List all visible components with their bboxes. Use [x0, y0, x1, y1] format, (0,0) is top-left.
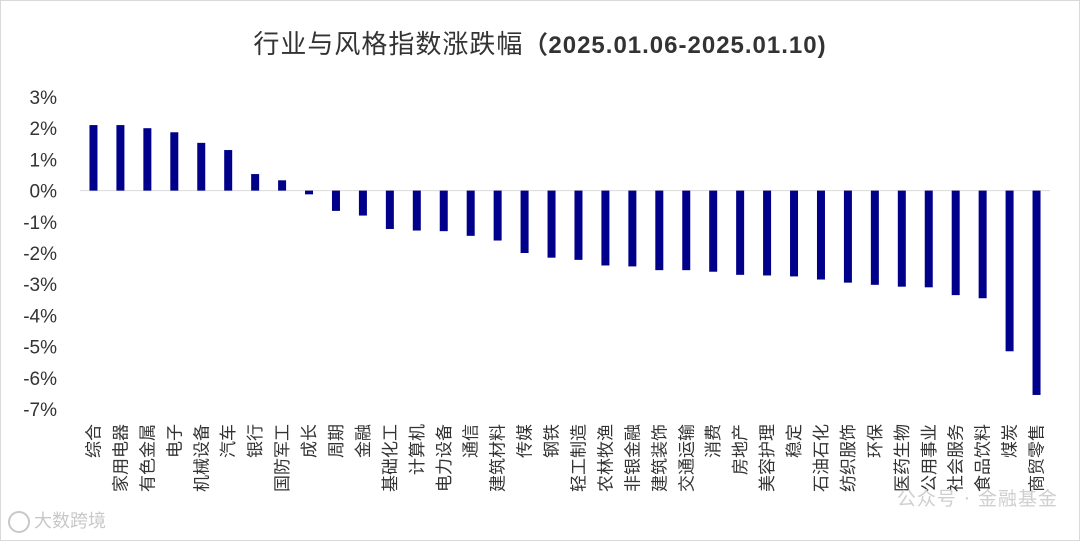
x-tick-label: 医药生物 [893, 424, 913, 492]
bar [763, 190, 772, 276]
bar [870, 190, 879, 285]
bar [1005, 190, 1014, 352]
y-tick-label: -2% [23, 244, 57, 265]
x-tick-label: 社会服务 [947, 424, 967, 492]
x-tick-label: 消费 [704, 424, 724, 458]
y-tick-label: -1% [23, 213, 57, 234]
chart-title: 行业与风格指数涨跌幅（2025.01.06-2025.01.10) [0, 24, 1080, 61]
x-tick-label: 美容护理 [758, 424, 778, 492]
x-tick-label: 稳定 [785, 424, 805, 458]
watermark-left: 大数跨境 [8, 507, 106, 533]
y-tick-label: 1% [30, 150, 58, 171]
watermark-left-text: 大数跨境 [34, 511, 106, 532]
x-tick-label: 非银金融 [623, 424, 643, 492]
x-tick-label: 钢铁 [543, 424, 563, 458]
x-tick-label: 计算机 [408, 424, 428, 475]
x-tick-label: 传媒 [516, 424, 536, 458]
bar [978, 190, 987, 299]
x-tick-label: 电子 [165, 424, 185, 458]
x-tick-label: 石油石化 [812, 424, 832, 492]
x-tick-label: 建筑装饰 [650, 424, 670, 492]
x-tick-label: 电力设备 [435, 424, 455, 492]
bar [385, 190, 394, 229]
y-tick-label: -7% [23, 400, 57, 421]
x-tick-label: 商贸零售 [1028, 424, 1048, 492]
x-tick-label: 家用电器 [111, 424, 131, 492]
y-tick-label: -6% [23, 369, 57, 390]
x-tick-label: 轻工制造 [569, 424, 589, 492]
bar [116, 125, 125, 191]
bar [170, 132, 179, 191]
x-tick-label: 有色金属 [138, 424, 158, 492]
bar [790, 190, 799, 277]
bar [709, 190, 718, 272]
bar [331, 190, 340, 211]
bar [843, 190, 852, 283]
x-tick-label: 建筑材料 [489, 424, 509, 492]
bar [412, 190, 421, 231]
bar [143, 128, 152, 191]
bar [601, 190, 610, 266]
y-tick-label: 3% [30, 88, 58, 109]
chart-title-text: 行业与风格指数涨跌幅 [253, 30, 524, 60]
bar [736, 190, 745, 275]
bar [924, 190, 933, 288]
x-tick-label: 公用事业 [920, 424, 940, 492]
chart-title-range: （2025.01.06-2025.01.10) [523, 32, 827, 59]
y-tick-label: -5% [23, 338, 57, 359]
x-tick-label: 机械设备 [192, 424, 212, 492]
x-tick-label: 纺织服饰 [839, 424, 859, 492]
y-tick-label: -3% [23, 275, 57, 296]
x-tick-label: 银行 [246, 424, 266, 458]
bar [547, 190, 556, 258]
bar [655, 190, 664, 271]
bar [278, 180, 287, 191]
bar [251, 174, 260, 191]
bar [816, 190, 825, 280]
bar [574, 190, 583, 260]
bar [682, 190, 691, 271]
x-tick-label: 成长 [300, 424, 320, 458]
x-tick-label: 周期 [327, 424, 347, 458]
bar [628, 190, 637, 267]
x-tick-label: 环保 [866, 424, 886, 458]
x-tick-label: 基础化工 [381, 424, 401, 492]
bar [466, 190, 475, 236]
bar [951, 190, 960, 296]
bar [439, 190, 448, 232]
bar [358, 190, 367, 216]
x-tick-label: 国防军工 [273, 424, 293, 492]
bar [897, 190, 906, 287]
x-tick-label: 汽车 [219, 424, 239, 458]
bar [197, 142, 206, 191]
y-tick-label: 0% [30, 182, 58, 203]
x-tick-label: 交通运输 [677, 424, 697, 492]
x-tick-label: 综合 [84, 424, 104, 458]
x-tick-label: 金融 [354, 424, 374, 458]
x-tick-label: 食品饮料 [974, 424, 994, 492]
bar [224, 150, 233, 191]
bar [305, 190, 314, 195]
x-tick-label: 煤炭 [1001, 424, 1021, 458]
watermark-right: 公众号 · 金融基金 [896, 488, 1058, 510]
watermark-logo-icon [8, 511, 30, 533]
x-tick-label: 通信 [462, 424, 482, 458]
x-tick-label: 房地产 [731, 424, 751, 475]
bar [89, 125, 98, 191]
bar [520, 190, 529, 253]
y-tick-label: 2% [30, 119, 58, 140]
bar [1032, 190, 1041, 395]
bar [493, 190, 502, 241]
x-tick-label: 农林牧渔 [596, 424, 616, 492]
y-tick-label: -4% [23, 306, 57, 327]
